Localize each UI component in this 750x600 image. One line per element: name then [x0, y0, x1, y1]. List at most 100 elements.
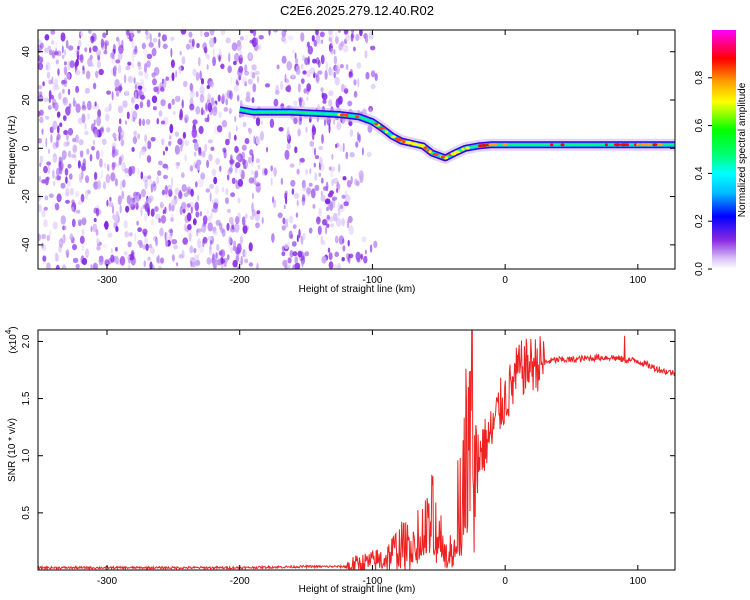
spectrogram-noise-blob: [141, 188, 146, 198]
spectrogram-noise-blob: [254, 70, 260, 76]
spectrogram-noise-blob: [191, 261, 196, 268]
spectrogram-noise-blob: [330, 40, 333, 47]
spectrogram-noise-blob: [354, 178, 358, 186]
spectrogram-noise-blob: [328, 166, 332, 171]
spectrogram-hot-spot: [396, 138, 403, 142]
spectrogram-noise-blob: [75, 103, 81, 113]
spectrogram-noise-blob: [134, 45, 138, 53]
spectrogram-noise-blob: [299, 99, 306, 108]
spectrogram-noise-blob: [114, 178, 118, 187]
spectrogram-noise-blob: [117, 195, 122, 206]
spectrogram-hot-spot: [406, 141, 412, 145]
spectrogram-noise-blob: [330, 68, 334, 76]
spectrogram-noise-blob: [155, 238, 159, 247]
spectrogram-noise-blob: [144, 212, 148, 222]
spectrogram-noise-blob: [87, 113, 90, 120]
spectrogram-noise-blob: [370, 45, 376, 51]
spectrogram-noise-blob: [119, 255, 126, 266]
spectrogram-noise-blob: [103, 50, 108, 55]
spectrogram-hot-spot: [613, 143, 621, 147]
spectrogram-noise-blob: [44, 47, 49, 53]
spectrogram-noise-blob: [345, 151, 349, 160]
spectrogram-noise-blob: [330, 166, 336, 172]
spectrogram-noise-blob: [316, 74, 320, 80]
spectrogram-noise-blob: [211, 168, 217, 177]
spectrogram-noise-blob: [334, 251, 340, 258]
spectrogram-noise-blob: [330, 223, 335, 228]
spectrogram-noise-blob: [101, 148, 104, 158]
spectrogram-noise-blob: [366, 151, 372, 158]
spectrogram-noise-blob: [201, 222, 207, 233]
spectrogram-noise-blob: [288, 230, 293, 239]
spectrogram-noise-blob: [38, 56, 44, 64]
spectrogram-noise-blob: [144, 142, 148, 148]
spectrogram-noise-blob: [289, 163, 295, 168]
spectrogram-noise-blob: [248, 262, 254, 267]
spectrogram-noise-blob: [142, 175, 149, 183]
spectrogram-noise-blob: [47, 148, 51, 155]
spectrogram-noise-blob: [347, 215, 353, 224]
spectrogram-noise-blob: [152, 180, 156, 187]
spectrogram-noise-blob: [126, 111, 130, 120]
spectrogram-noise-blob: [340, 83, 345, 93]
spectrogram-noise-blob: [327, 204, 330, 210]
spectrogram-noise-blob: [160, 85, 164, 90]
spectrogram-noise-blob: [200, 78, 205, 85]
spectrogram-noise-blob: [188, 31, 193, 38]
spectrogram-noise-blob: [106, 90, 112, 95]
spectrogram-noise-blob: [118, 156, 122, 166]
spectrogram-noise-blob: [124, 90, 129, 96]
spectrogram-noise-blob: [158, 32, 161, 38]
snr-y-axis-label: SNR (10 * v/v): [7, 418, 18, 482]
spectrogram-noise-blob: [321, 133, 324, 144]
spectrogram-hot-spot: [339, 113, 346, 117]
spectrogram-noise-blob: [167, 102, 172, 110]
spectrogram-noise-blob: [80, 31, 84, 37]
spectrogram-noise-blob: [145, 30, 149, 35]
spectrogram-noise-blob: [302, 55, 306, 61]
spectrogram-noise-blob: [300, 64, 304, 70]
spectrogram-noise-blob: [114, 214, 119, 224]
spectrogram-noise-blob: [172, 254, 175, 262]
spectrogram-noise-blob: [350, 175, 353, 184]
spectrogram-noise-blob: [336, 181, 340, 187]
spectrogram-noise-blob: [71, 206, 75, 212]
spectrogram-noise-blob: [326, 214, 330, 220]
spectrogram-noise-blob: [336, 63, 340, 70]
spectrogram-noise-blob: [54, 102, 59, 112]
spectrogram-noise-blob: [51, 125, 55, 131]
spectrogram-noise-blob: [118, 39, 121, 46]
spectrogram-noise-blob: [209, 245, 212, 251]
spectrogram-noise-blob: [159, 257, 165, 264]
spectrogram-noise-blob: [209, 192, 212, 202]
spectrogram-noise-blob: [355, 141, 359, 148]
spectrogram-noise-blob: [253, 135, 256, 145]
spectrogram-noise-blob: [115, 255, 119, 265]
spectrogram-noise-blob: [89, 47, 92, 54]
spectrogram-noise-blob: [206, 159, 210, 169]
spectrogram-noise-blob: [43, 97, 49, 103]
spectrogram-noise-blob: [68, 45, 74, 51]
spectrogram-noise-blob: [241, 216, 246, 226]
spectrogram-noise-blob: [343, 201, 349, 207]
spectrogram-noise-blob: [138, 65, 142, 71]
spectrogram-noise-blob: [75, 85, 80, 93]
spectrogram-noise-blob: [266, 146, 268, 153]
spectrogram-noise-blob: [117, 162, 120, 168]
spectrogram-noise-blob: [184, 206, 189, 211]
spectrogram-noise-blob: [60, 215, 66, 225]
spectrogram-noise-blob: [315, 216, 321, 225]
spectrogram-noise-blob: [290, 179, 296, 187]
spectrogram-noise-blob: [328, 261, 334, 269]
spectrogram-noise-blob: [328, 99, 333, 108]
spectrogram-hot-spot: [502, 143, 507, 147]
spectrogram-noise-blob: [91, 181, 97, 188]
spectrogram-noise-blob: [355, 33, 360, 42]
spectrogram-noise-blob: [89, 154, 93, 162]
spectrogram-noise-blob: [117, 125, 122, 135]
spectrogram-noise-blob: [308, 189, 311, 197]
spectrogram-noise-blob: [211, 208, 217, 213]
spectrogram-noise-blob: [121, 39, 124, 49]
spectrogram-noise-blob: [118, 84, 122, 94]
spectrogram-noise-blob: [150, 218, 155, 226]
